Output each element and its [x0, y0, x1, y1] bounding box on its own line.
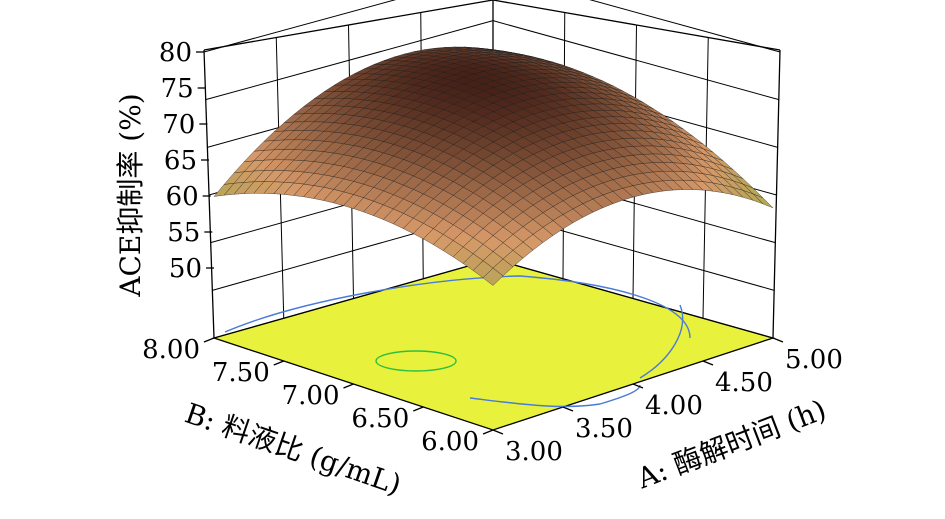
- z-tick-label-65: 65: [164, 146, 197, 176]
- y-tick-label-6.00: 6.00: [421, 427, 479, 457]
- y-tick-mark-8.00: [203, 337, 215, 343]
- x-tick-label-5.00: 5.00: [785, 345, 843, 375]
- grid-left-80: [203, 0, 397, 53]
- x-tick-mark-4.00: [632, 383, 644, 389]
- x-tick-mark-3.00: [492, 429, 504, 435]
- y-tick-mark-6.50: [413, 406, 424, 412]
- x-axis: 3.00 3.50 4.00 4.50 5.00: [492, 337, 843, 467]
- z-tick-label-55: 55: [167, 218, 200, 248]
- response-surface: [213, 46, 774, 286]
- y-tick-label-7.00: 7.00: [282, 381, 340, 411]
- x-tick-mark-4.50: [702, 360, 714, 366]
- grid-right-80: [589, 0, 781, 53]
- y-axis: 6.00 6.50 7.00 7.50 8.00: [142, 335, 494, 457]
- x-tick-label-3.50: 3.50: [575, 414, 633, 444]
- y-tick-mark-6.00: [482, 429, 494, 435]
- y-tick-mark-7.00: [343, 383, 354, 389]
- z-tick-label-70: 70: [162, 110, 195, 140]
- z-axis: 50 55 60 65 70 75 80: [159, 38, 214, 284]
- z-tick-label-80: 80: [159, 38, 192, 68]
- y-tick-label-8.00: 8.00: [142, 335, 200, 365]
- contour-bottom: [469, 384, 641, 408]
- x-tick-label-4.00: 4.00: [645, 391, 703, 421]
- x-tick-label-4.50: 4.50: [715, 368, 773, 398]
- z-tick-label-60: 60: [166, 182, 199, 212]
- x-tick-label-3.00: 3.00: [505, 437, 563, 467]
- z-tick-label-50: 50: [169, 254, 202, 284]
- y-tick-mark-7.50: [273, 360, 284, 366]
- contour-outer: [224, 275, 691, 339]
- contour-peak: [375, 350, 457, 372]
- surface-patch: [482, 267, 504, 286]
- y-tick-label-6.50: 6.50: [351, 404, 409, 434]
- x-tick-mark-5.00: [772, 337, 784, 343]
- y-tick-label-7.50: 7.50: [212, 358, 270, 388]
- x-tick-mark-3.50: [562, 406, 574, 412]
- z-axis-title: ACE抑制率 (%): [114, 93, 147, 297]
- contour-right: [639, 304, 684, 379]
- z-tick-label-75: 75: [161, 74, 194, 104]
- contour-lines: [224, 275, 691, 408]
